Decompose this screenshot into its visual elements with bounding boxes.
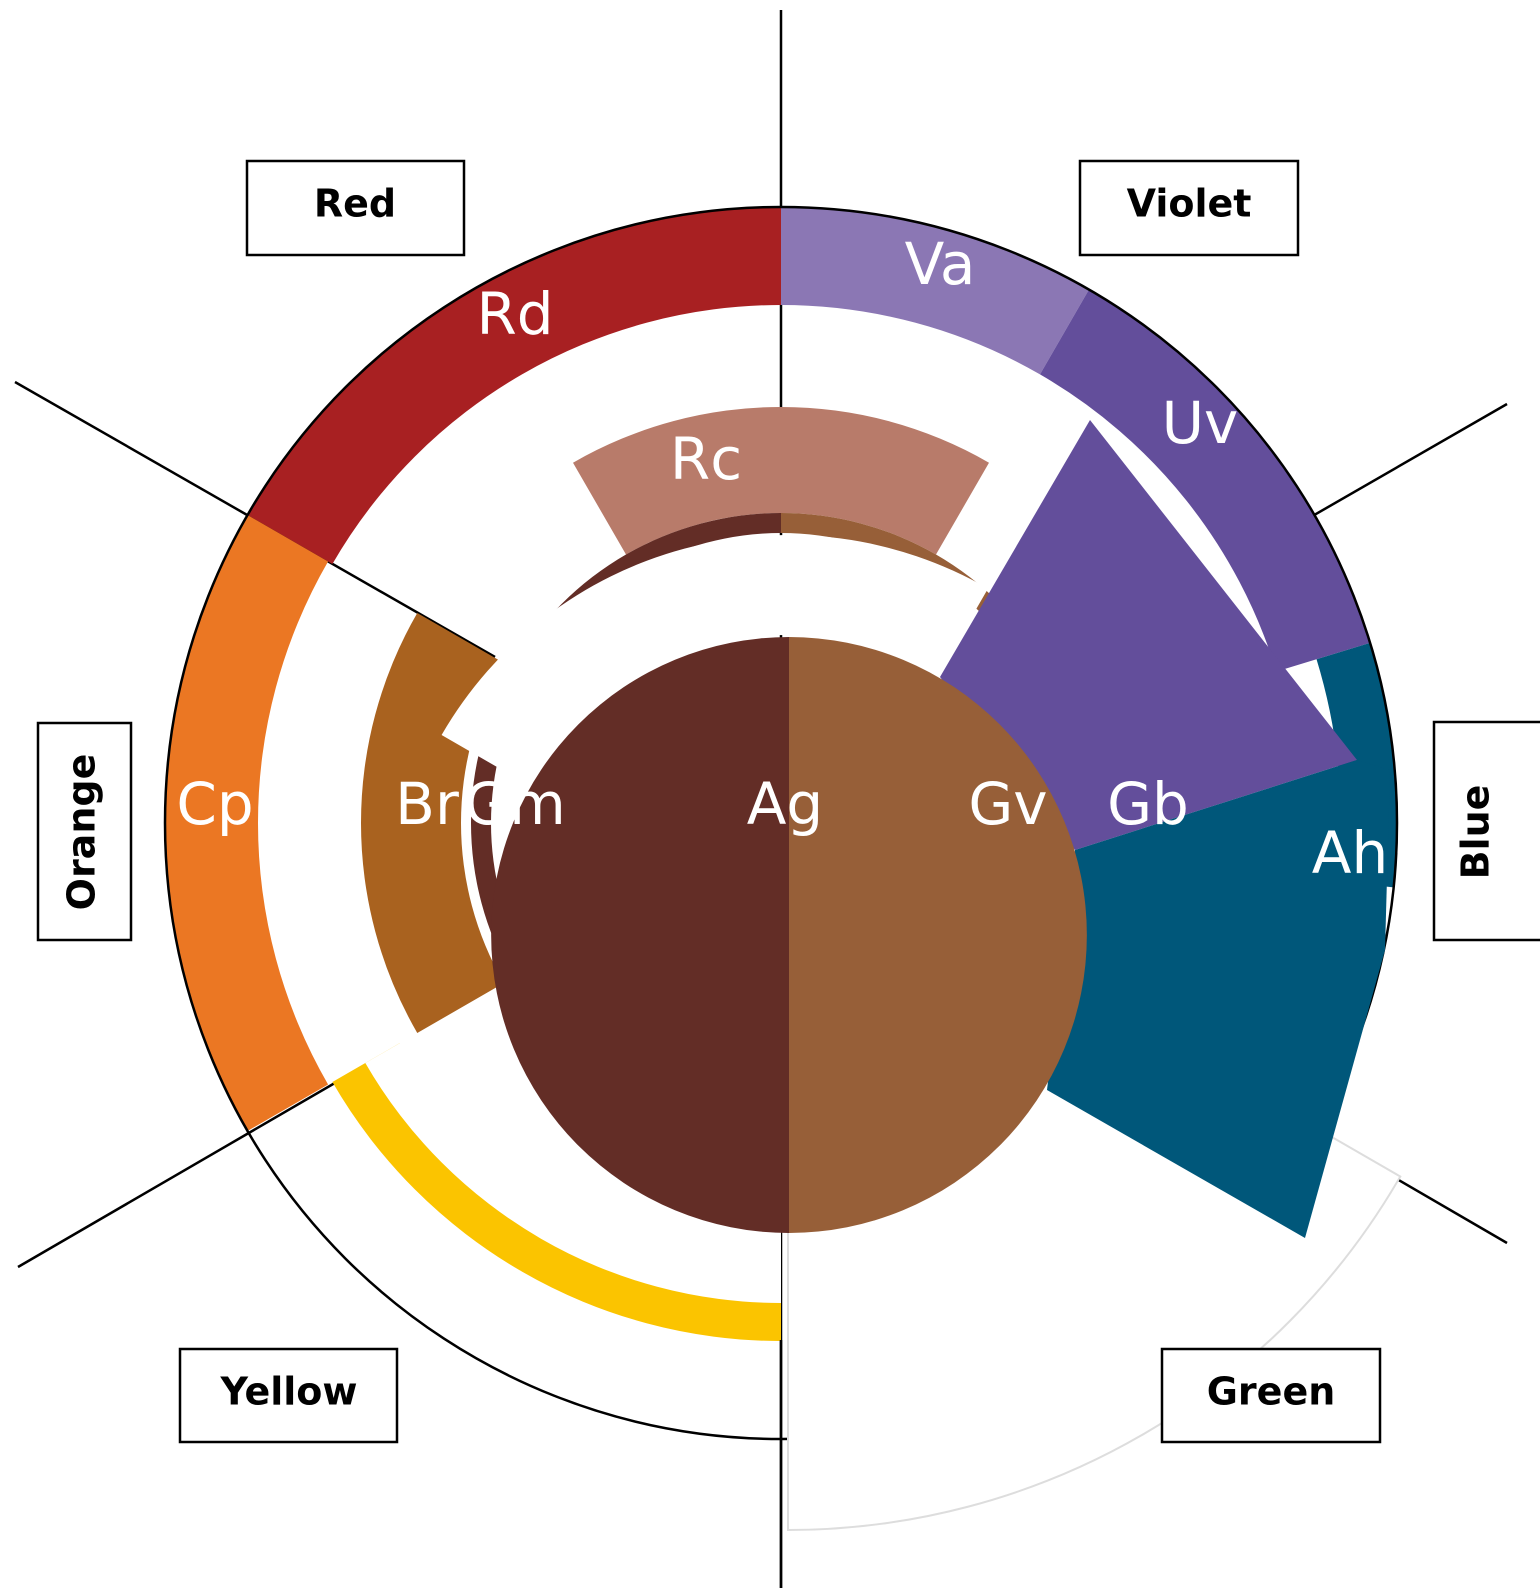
group-label: Orange	[60, 754, 104, 911]
segment-label: Gb	[1107, 770, 1189, 838]
label-box	[245, 159, 466, 257]
segment-label: Gm	[464, 770, 565, 838]
label-box	[1432, 720, 1540, 942]
group-label: Green	[1207, 1370, 1336, 1414]
label-box	[36, 721, 133, 942]
segment-label: Cp	[176, 770, 253, 838]
segment-cp	[164, 515, 329, 1131]
segment-label: Ah	[1312, 819, 1388, 887]
segment-label: Gv	[968, 770, 1047, 838]
segment-ah	[1047, 760, 1390, 1238]
segment-rc	[573, 406, 989, 555]
group-label: Yellow	[219, 1370, 357, 1414]
group-label: Red	[314, 182, 396, 226]
group-label: Blue	[1454, 785, 1498, 880]
segment-gv	[789, 637, 1087, 1233]
segment-label: Uv	[1162, 389, 1239, 457]
white-arc	[441, 534, 988, 785]
segment-gb	[940, 420, 1357, 850]
wheel-shapes	[14, 10, 1508, 1588]
segment-uv	[1040, 289, 1371, 672]
segment-label: Rd	[476, 280, 553, 348]
segment-va	[781, 207, 1089, 375]
label-box	[1078, 159, 1300, 257]
segment-label: Va	[905, 230, 976, 298]
label-box	[1160, 1347, 1382, 1444]
segment-labels: Rd Va Uv Rc Cp Br Gm Ag Gv Gb Ah	[176, 230, 1388, 887]
segment-ag	[491, 637, 789, 1233]
segment-rd	[247, 207, 782, 564]
segment-label: Rc	[670, 425, 742, 493]
segment-label: Br	[395, 770, 459, 838]
group-label: Violet	[1127, 182, 1252, 226]
label-box	[178, 1347, 399, 1444]
group-labels: Red Violet Orange Blue Yellow Green	[36, 159, 1540, 1444]
segment-label: Ag	[747, 770, 824, 838]
